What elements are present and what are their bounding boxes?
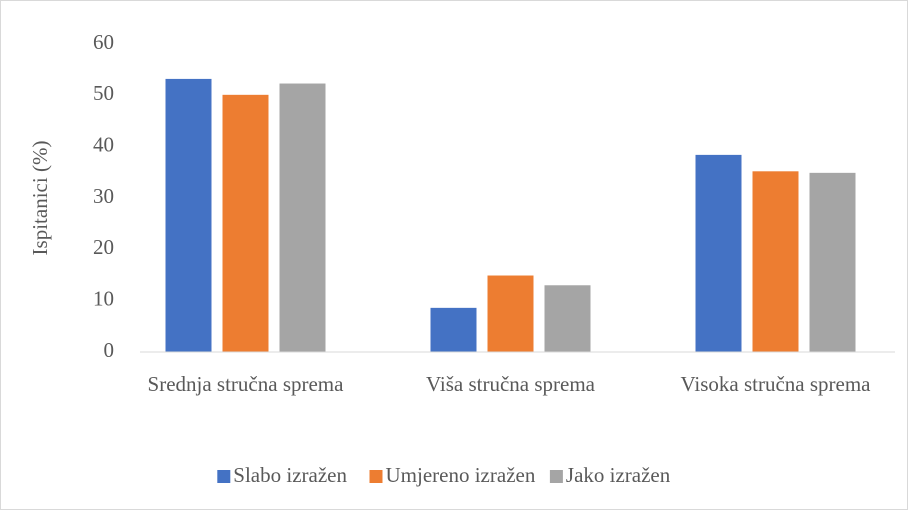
legend-swatch bbox=[369, 470, 383, 483]
legend-label: Jako izražen bbox=[566, 463, 671, 487]
bar bbox=[752, 171, 799, 352]
y-tick-label: 0 bbox=[104, 338, 115, 362]
x-tick-label: Viša stručna sprema bbox=[425, 372, 595, 396]
bar bbox=[544, 285, 591, 352]
bar bbox=[695, 154, 742, 352]
y-tick-label: 50 bbox=[93, 81, 114, 105]
y-axis-label: Ispitanici (%) bbox=[28, 141, 52, 256]
bar bbox=[809, 172, 856, 352]
y-tick-label: 30 bbox=[93, 184, 114, 208]
legend-swatch bbox=[217, 470, 231, 483]
y-tick-label: 40 bbox=[93, 132, 114, 156]
legend-swatch bbox=[549, 470, 563, 483]
bar bbox=[165, 78, 212, 352]
y-tick-label: 60 bbox=[93, 30, 114, 54]
legend-label: Umjereno izražen bbox=[386, 463, 536, 487]
y-tick-label: 10 bbox=[93, 286, 114, 310]
y-tick-label: 20 bbox=[93, 235, 114, 259]
x-tick-label: Visoka stručna sprema bbox=[680, 372, 871, 396]
legend-label: Slabo izražen bbox=[233, 463, 347, 487]
bar bbox=[487, 275, 534, 352]
bar bbox=[430, 307, 477, 352]
bar bbox=[279, 83, 326, 352]
x-tick-label: Srednja stručna sprema bbox=[147, 372, 344, 396]
bar bbox=[222, 94, 269, 352]
